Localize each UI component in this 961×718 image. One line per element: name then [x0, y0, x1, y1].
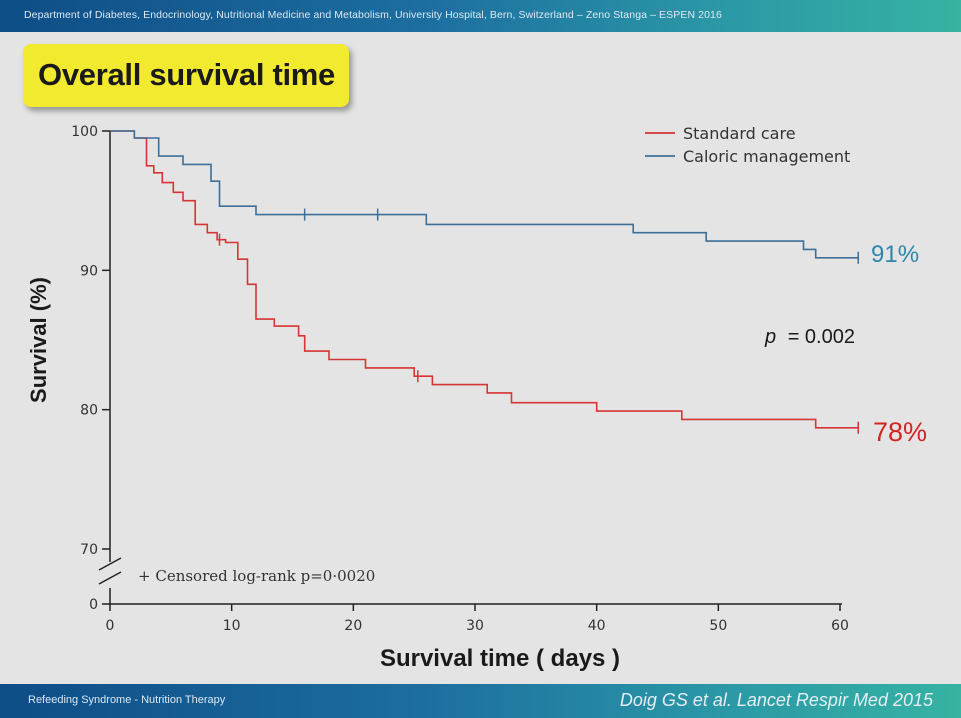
legend-label: Caloric management	[683, 147, 850, 166]
chart-legend: Standard care Caloric management	[645, 124, 850, 166]
y-tick-label: 0	[89, 597, 98, 613]
end-label-standard: 78%	[873, 417, 927, 447]
x-axis-label: Survival time ( days )	[380, 645, 620, 672]
legend-label: Standard care	[683, 124, 796, 143]
chart-series	[110, 130, 859, 434]
slide-body	[0, 32, 961, 684]
x-tick-label: 10	[223, 618, 241, 634]
chart-axes	[98, 131, 842, 605]
y-tick-label: 90	[80, 263, 98, 279]
x-tick-label: 20	[344, 618, 362, 634]
p-symbol: p	[764, 326, 776, 348]
series-line-standard-care	[110, 130, 859, 429]
series-line-caloric-management	[110, 130, 859, 259]
p-value-annotation: p = 0.002	[764, 326, 855, 348]
y-axis-label: Survival (%)	[26, 277, 51, 403]
x-tick-label: 60	[831, 618, 849, 634]
x-tick-label: 30	[466, 618, 484, 634]
chart-ticks: 70 80 90 100 00 10 20 30 40 50 60	[71, 124, 849, 634]
citation-text: Doig GS et al. Lancet Respir Med 2015	[619, 690, 933, 710]
header-text: Department of Diabetes, Endocrinology, N…	[24, 9, 722, 21]
axis-break-mark-lower	[98, 571, 122, 585]
title-box: Overall survival time	[23, 44, 349, 107]
header-bar: Department of Diabetes, Endocrinology, N…	[0, 0, 961, 32]
x-tick-label: 50	[709, 618, 727, 634]
footer-left-text: Refeeding Syndrome - Nutrition Therapy	[28, 694, 226, 706]
x-tick-label: 40	[588, 618, 606, 634]
y-tick-label: 70	[80, 542, 98, 558]
p-value: = 0.002	[788, 326, 855, 348]
x-tick-label: 0	[106, 618, 115, 634]
censor-note: + Censored log-rank p=0·0020	[138, 567, 375, 585]
slide-title: Overall survival time	[38, 57, 335, 92]
end-label-caloric: 91%	[871, 241, 919, 268]
y-tick-label: 80	[80, 403, 98, 419]
y-tick-label: 100	[71, 124, 98, 140]
axis-break-mark-upper	[98, 557, 122, 571]
footer-bar: Refeeding Syndrome - Nutrition Therapy D…	[0, 684, 961, 718]
